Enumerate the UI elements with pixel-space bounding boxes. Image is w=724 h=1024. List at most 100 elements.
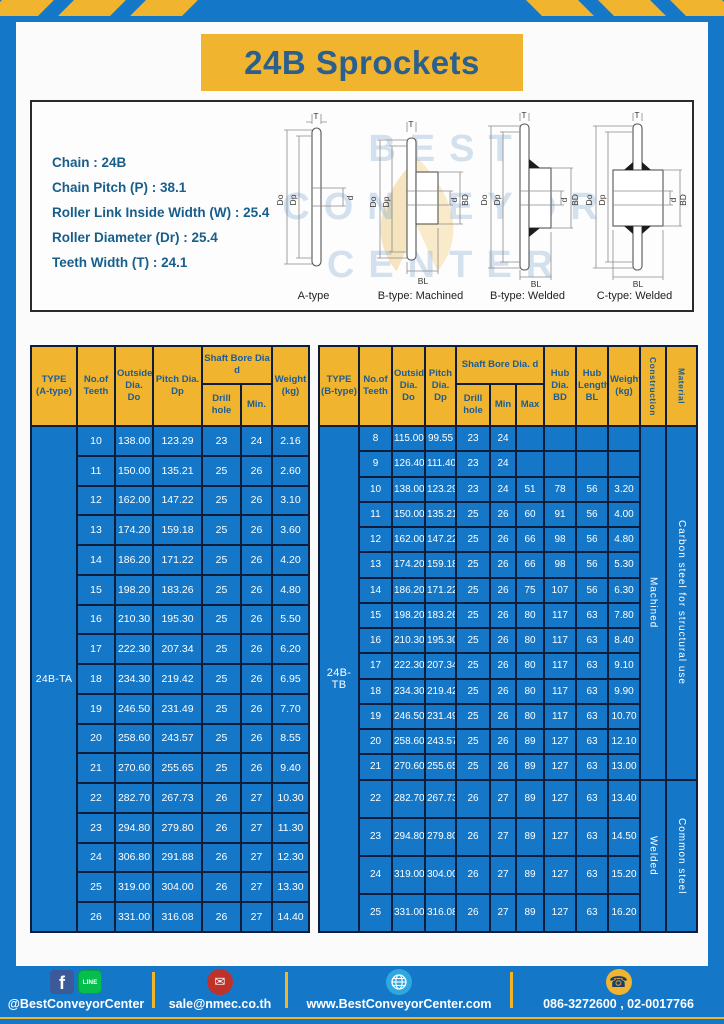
footer-divider: [152, 972, 155, 1008]
drawing-b-type-machined: T Do Dp d BD BL B-type: Machined: [367, 108, 474, 306]
table-cell: 123.29: [424, 475, 457, 503]
phone-label[interactable]: 086-3272600 , 02-0017766: [543, 997, 694, 1011]
table-cell: 63: [575, 753, 610, 781]
svg-text:BD: BD: [460, 194, 470, 206]
c-type-welded-drawing: T Do Dp d BD BL: [584, 110, 687, 288]
chain-specs: Chain : 24B Chain Pitch (P) : 38.1 Rolle…: [52, 150, 269, 275]
table-cell: 20: [358, 727, 393, 756]
table-cell: 195.30: [424, 626, 457, 655]
table-cell: 331.00: [114, 901, 154, 933]
table-cell: 5.50: [271, 603, 310, 636]
drawing-c-type-welded: T Do Dp d BD BL C-typ: [581, 108, 688, 306]
table-cell: 56: [575, 551, 610, 579]
table-cell: 11: [76, 454, 116, 487]
table-cell: 255.65: [152, 752, 203, 784]
table-cell: [607, 450, 642, 478]
table-cell: 12: [76, 484, 116, 517]
table-cell: 26: [489, 702, 517, 731]
table-cell: 25: [201, 692, 242, 725]
col-header-teeth: No.of Teeth: [358, 345, 393, 427]
table-cell: 99.55: [424, 424, 457, 453]
footer-email[interactable]: ✉ sale@nmec.co.th: [155, 968, 285, 1016]
drawing-label: A-type: [297, 290, 330, 302]
col-header-shaft-bore: Shaft Bore Dia. d: [454, 345, 546, 385]
table-cell: 2.60: [271, 454, 310, 487]
table-cell: 12.10: [607, 727, 642, 756]
table-cell: 26: [489, 626, 517, 655]
table-cell: 14: [76, 544, 116, 576]
table-cell: 18: [358, 677, 393, 705]
table-cell: 26: [489, 551, 517, 579]
table-row: 12 162.00 147.22 25 26 66 98 56 4.80: [319, 525, 697, 554]
table-cell: 89: [514, 854, 546, 895]
table-cell: 63: [575, 778, 610, 819]
table-cell: 26: [240, 454, 273, 487]
stripe-decoration: [526, 0, 594, 16]
table-cell: 127: [543, 753, 578, 781]
facebook-icon[interactable]: f: [50, 970, 74, 994]
table-cell: 89: [514, 778, 546, 819]
table-cell: 21: [76, 752, 116, 784]
table-cell: 63: [575, 892, 610, 934]
table-cell: 19: [76, 692, 116, 725]
email-label[interactable]: sale@nmec.co.th: [168, 997, 272, 1011]
table-row: 18 234.30 219.42 25 26 80 117 63 9.90: [319, 677, 697, 705]
table-cell: 6.20: [271, 633, 310, 665]
table-cell: 80: [514, 702, 546, 731]
table-cell: 25: [201, 454, 242, 487]
table-cell: 16: [76, 603, 116, 636]
table-cell: 25: [455, 626, 491, 655]
table-cell: 2.16: [271, 425, 310, 457]
table-cell: 8: [358, 424, 393, 453]
table-cell: 234.30: [391, 677, 426, 705]
footer-phone[interactable]: ☎ 086-3272600 , 02-0017766: [513, 968, 724, 1016]
table-cell: 117: [543, 626, 578, 655]
table-cell: 27: [240, 871, 273, 903]
col-header-outside-dia: Outside Dia. Do: [391, 345, 426, 427]
table-cell: 294.80: [391, 816, 426, 857]
line-icon[interactable]: LINE: [78, 970, 102, 994]
table-cell: 23: [201, 425, 242, 457]
footer-website[interactable]: www.BestConveyorCenter.com: [288, 968, 510, 1016]
table-row: 26 331.00 316.08 26 27 14.40: [31, 901, 310, 933]
globe-icon[interactable]: [386, 969, 412, 995]
table-cell: 26: [76, 901, 116, 933]
table-cell: 127: [543, 854, 578, 895]
table-cell: 26: [201, 841, 242, 874]
table-cell: 22: [358, 778, 393, 819]
table-row: 25 331.00 316.08 26 27 89 127 63 16.20: [319, 892, 697, 934]
phone-icon[interactable]: ☎: [605, 969, 632, 995]
svg-text:T: T: [408, 119, 413, 129]
table-cell: 80: [514, 652, 546, 680]
footer-divider: [285, 972, 288, 1008]
table-cell: 258.60: [391, 727, 426, 756]
col-header-min: Min.: [240, 383, 273, 427]
table-cell: 135.21: [152, 454, 203, 487]
table-cell: [514, 450, 546, 478]
table-cell: 316.08: [152, 901, 203, 933]
a-type-spec-table: TYPE (A-type) No.of Teeth Outside Dia. D…: [30, 345, 310, 933]
table-row: 23 294.80 279.80 26 27 89 127 63 14.50: [319, 816, 697, 857]
spec-line: Teeth Width (T) : 24.1: [52, 255, 188, 270]
svg-text:BL: BL: [530, 279, 541, 288]
table-cell: 13: [358, 551, 393, 579]
svg-text:T: T: [521, 110, 526, 120]
email-icon[interactable]: ✉: [207, 969, 233, 995]
table-cell: 25: [455, 551, 491, 579]
table-cell: 4.80: [271, 573, 310, 606]
social-handle-label[interactable]: @BestConveyorCenter: [7, 997, 145, 1011]
table-cell: 10: [358, 475, 393, 503]
footer-social[interactable]: f LINE @BestConveyorCenter: [0, 968, 152, 1016]
top-stripe-bar: [0, 0, 724, 22]
table-cell: 23: [455, 450, 491, 478]
website-label[interactable]: www.BestConveyorCenter.com: [306, 997, 492, 1011]
table-cell: 3.20: [607, 475, 642, 503]
table-cell: 63: [575, 677, 610, 705]
svg-text:Dp: Dp: [381, 196, 391, 207]
stripe-decoration: [598, 0, 666, 16]
table-cell: 9: [358, 450, 393, 478]
table-cell: 25: [201, 544, 242, 576]
table-cell: 117: [543, 652, 578, 680]
construction-cell: Welded: [639, 778, 668, 933]
table-cell: 138.00: [114, 425, 154, 457]
